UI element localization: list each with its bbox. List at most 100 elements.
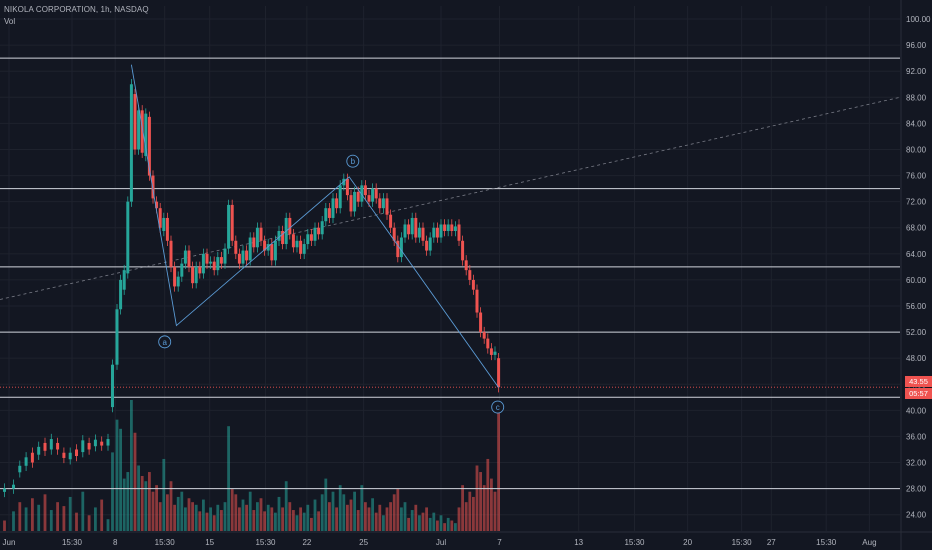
symbol-title: NIKOLA CORPORATION, 1h, NASDAQ	[4, 5, 149, 14]
candle	[162, 217, 166, 231]
volume-bar	[349, 499, 353, 531]
time-axis[interactable]: Jun 15:30 8 15:30 15 15:30 22 25 Jul 7 13 15:30 20 15…	[3, 538, 877, 547]
price-tick-label: 100.00	[906, 15, 931, 24]
wave-label: b	[351, 157, 356, 166]
volume-bar	[400, 507, 403, 531]
candle	[479, 312, 483, 333]
candle	[497, 358, 501, 388]
volume-bar	[256, 502, 259, 531]
volume-bar	[374, 512, 378, 531]
candle	[435, 227, 439, 238]
candle	[345, 178, 349, 196]
price-tick-label: 72.00	[906, 198, 927, 207]
candle	[209, 261, 213, 264]
volume-bar	[205, 512, 209, 531]
candle	[464, 260, 468, 271]
candle	[255, 227, 259, 248]
candle	[367, 195, 371, 202]
volume-bar	[75, 512, 78, 531]
candle	[111, 364, 114, 408]
time-tick-label: 15:30	[624, 538, 645, 547]
volume-bar	[87, 515, 91, 531]
candle	[140, 110, 144, 153]
candle	[49, 439, 53, 450]
candle	[219, 257, 223, 264]
candle	[248, 237, 252, 261]
candle	[457, 224, 461, 241]
trend-line	[0, 96, 901, 300]
candle	[158, 208, 162, 228]
candle	[266, 244, 270, 251]
wave-label-circle	[158, 335, 172, 349]
time-tick-label: 15:30	[255, 538, 276, 547]
time-tick-label: 15	[205, 538, 214, 547]
candle	[446, 224, 450, 231]
volume-bar	[169, 481, 173, 531]
price-tick-label: 56.00	[906, 302, 927, 311]
price-tick-label: 52.00	[906, 328, 927, 337]
price-tick-label: 80.00	[906, 145, 927, 154]
volume-bar	[241, 499, 245, 531]
candle	[212, 261, 216, 271]
volume-bar	[410, 510, 414, 531]
volume-bar	[464, 502, 468, 531]
price-axis[interactable]: 24.0028.0032.0036.0040.0044.0048.0052.00…	[906, 15, 931, 520]
volume-bar	[162, 458, 166, 531]
volume-bar	[299, 507, 302, 531]
candle	[68, 452, 72, 460]
candle	[223, 248, 227, 264]
volume-bar	[486, 458, 490, 531]
volume-bar	[418, 515, 421, 531]
candle	[360, 185, 364, 202]
candle	[43, 442, 47, 451]
volume-bar	[166, 494, 169, 531]
volume-bar	[187, 498, 191, 531]
candle	[151, 175, 155, 199]
volume-bar	[367, 507, 371, 531]
volume-bar	[364, 502, 367, 531]
candle	[453, 226, 457, 231]
volume-bar	[194, 504, 198, 531]
volume-bar	[270, 507, 274, 531]
candle	[205, 253, 209, 264]
price-tick-label: 76.00	[906, 172, 927, 181]
time-tick-label: Jun	[3, 538, 16, 547]
volume-bar	[385, 507, 389, 531]
volume-bar	[472, 496, 475, 531]
volume-bar	[382, 515, 385, 531]
candle	[299, 240, 303, 254]
candle	[155, 201, 159, 209]
candle	[100, 441, 104, 446]
volume-bar	[180, 491, 184, 531]
candle	[277, 231, 281, 241]
candle	[62, 452, 66, 458]
candle	[270, 244, 274, 261]
volume-bar	[106, 519, 110, 531]
volume-bar	[212, 515, 216, 531]
candle	[439, 224, 443, 238]
candle	[230, 204, 234, 241]
candle	[173, 266, 177, 287]
wave-path	[130, 64, 499, 388]
candle	[396, 240, 400, 258]
candle	[12, 484, 15, 489]
candle	[335, 198, 339, 209]
candle	[93, 439, 97, 447]
volume-bar	[428, 517, 432, 531]
candle	[489, 348, 493, 355]
countdown-badge: 05:57	[905, 388, 932, 399]
candle	[165, 217, 169, 241]
time-tick-label: 15:30	[816, 538, 837, 547]
candle	[245, 250, 249, 261]
time-tick-label: 13	[574, 538, 583, 547]
candle	[471, 279, 475, 290]
volume-bar	[144, 481, 148, 531]
candle	[381, 198, 385, 209]
candle	[122, 270, 126, 290]
volume-bar	[216, 504, 220, 531]
candle	[281, 231, 285, 245]
candle	[320, 221, 324, 235]
candle	[486, 338, 490, 349]
volume-bar	[115, 419, 119, 531]
